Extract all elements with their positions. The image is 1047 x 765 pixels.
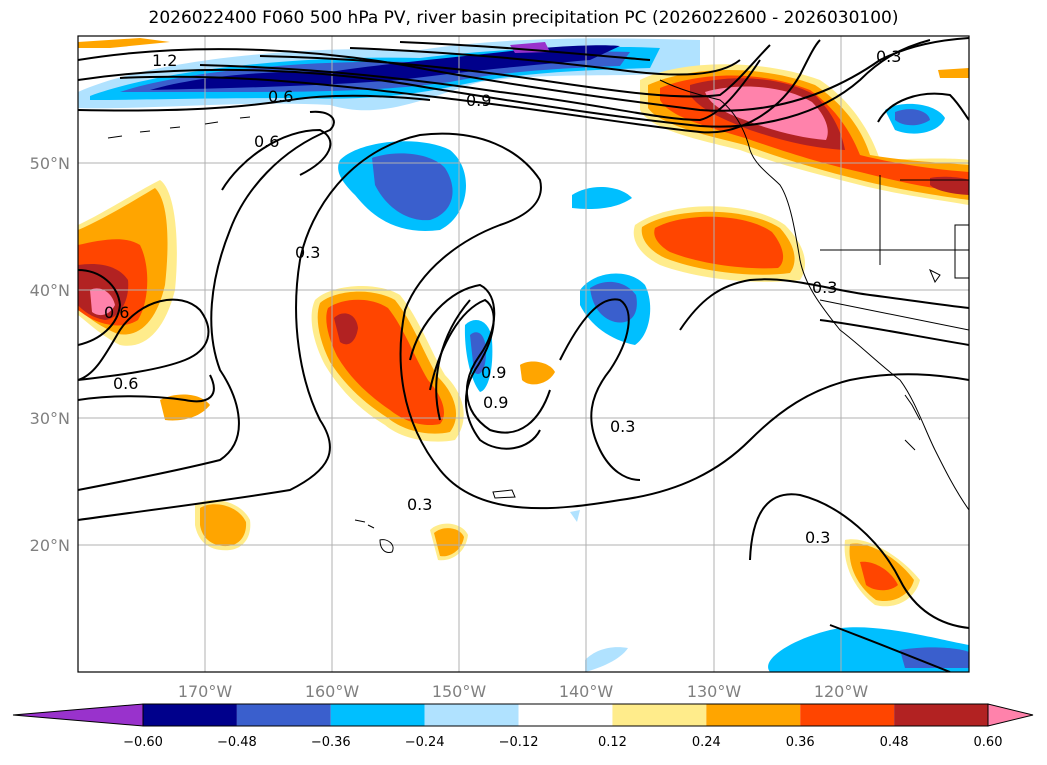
lon-tick-labels: 170°W 160°W 150°W 140°W 130°W 120°W [178,682,869,701]
contour-label: 0.6 [104,303,129,322]
colorbar-tick-label: 0.60 [974,735,1003,750]
colorbar-segment [424,704,519,726]
contour-label: 0.3 [805,528,830,547]
colorbar-segment [894,704,988,726]
contour-label: 1.2 [152,51,177,70]
lon-tick-label: 170°W [178,682,233,701]
lon-tick-label: 140°W [559,682,614,701]
colorbar: −0.60 −0.48 −0.36 −0.24 −0.12 0.12 0.24 0.36 0.4… [12,703,1034,750]
colorbar-tick-label: −0.12 [499,735,539,750]
contour-label: 0.9 [483,393,508,412]
colorbar-segment [236,704,331,726]
lat-tick-label: 40°N [30,281,70,300]
colorbar-extend-high [987,703,1034,727]
map-title: 2026022400 F060 500 hPa PV, river basin … [148,8,899,28]
lat-tick-label: 20°N [30,536,70,555]
contour-label: 0.6 [113,374,138,393]
contour-label: 0.9 [481,363,506,382]
colorbar-tick-label: −0.48 [217,735,257,750]
colorbar-tick-label: 0.36 [786,735,815,750]
lat-tick-label: 50°N [30,154,70,173]
coastlines [107,79,969,553]
contour-label: 0.9 [466,91,491,110]
contour-labels: 1.2 0.6 0.9 0.6 0.3 0.6 0.6 0.9 0.9 0.3 … [104,47,901,547]
colorbar-segment [800,704,895,726]
contour-label: 0.6 [254,132,279,151]
contour-label: 0.3 [610,417,635,436]
colorbar-tick-label: −0.24 [405,735,445,750]
colorbar-tick-label: 0.24 [692,735,721,750]
lat-tick-labels: 50°N 40°N 30°N 20°N [30,154,70,555]
contour-label: 0.3 [295,243,320,262]
lon-tick-label: 160°W [305,682,360,701]
lon-tick-label: 120°W [814,682,869,701]
lat-tick-label: 30°N [30,409,70,428]
colorbar-tick-label: −0.36 [311,735,351,750]
pv-contours [78,37,969,672]
colorbar-tick-label: 0.48 [880,735,909,750]
colorbar-segment [518,704,613,726]
colorbar-extend-low [12,703,144,727]
contour-label: 0.3 [876,47,901,66]
colorbar-tick-label: −0.60 [123,735,163,750]
colorbar-tick-label: 0.12 [598,735,627,750]
negative-shading [78,38,969,672]
plot-border [77,35,970,673]
graticule [78,36,969,672]
colorbar-border [142,703,989,727]
positive-shading [78,38,969,607]
contour-label: 0.3 [812,278,837,297]
colorbar-segment [330,704,425,726]
lon-tick-label: 150°W [432,682,487,701]
plot-area: 1.2 0.6 0.9 0.6 0.3 0.6 0.6 0.9 0.9 0.3 … [78,36,969,672]
colorbar-segment [706,704,801,726]
colorbar-segment [143,704,237,726]
contour-label: 0.3 [407,495,432,514]
colorbar-segment [612,704,707,726]
contour-label: 0.6 [268,87,293,106]
lon-tick-label: 130°W [687,682,742,701]
